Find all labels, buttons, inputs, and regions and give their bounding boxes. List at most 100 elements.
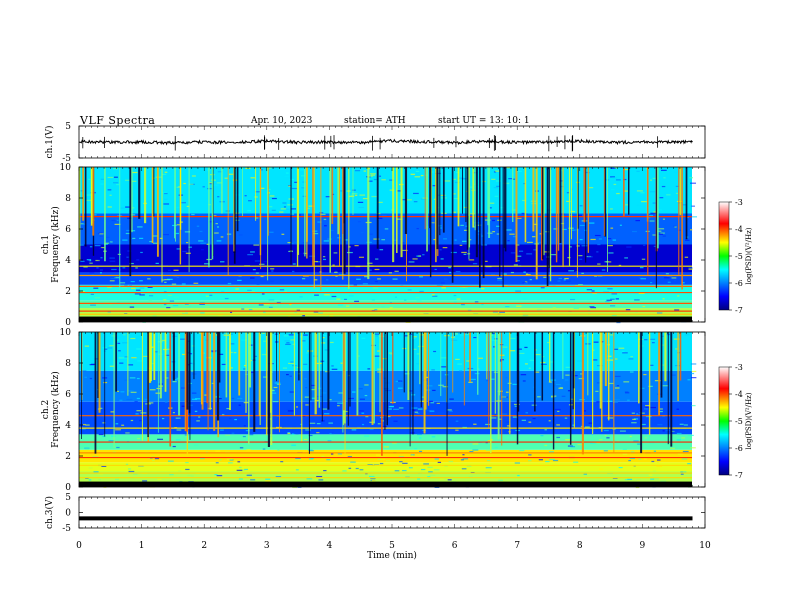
- spectrogram-speckle: [567, 218, 574, 220]
- x-tick-label: 9: [640, 541, 646, 551]
- spectrogram-speckle: [603, 450, 608, 452]
- spectrogram-speckle: [164, 192, 168, 195]
- spectrogram-speckle: [377, 278, 381, 280]
- spectrogram-speckle: [421, 468, 426, 471]
- spectrogram-speckle: [658, 228, 665, 230]
- spectrogram-speckle: [540, 435, 544, 437]
- spectrogram-speckle: [109, 345, 114, 347]
- spectrogram-speckle: [191, 398, 198, 400]
- spectrogram-speckle: [645, 404, 651, 407]
- spectrogram-speckle: [516, 170, 522, 172]
- spectrogram-speckle: [490, 417, 497, 419]
- spectrogram-speckle: [556, 384, 561, 386]
- spectrogram-speckle: [375, 335, 379, 337]
- spectrogram-speckle: [254, 191, 261, 193]
- spectrogram-speckle: [635, 486, 640, 489]
- spectrogram-speckle: [416, 227, 419, 230]
- spectrogram-speckle: [463, 229, 469, 231]
- spectrogram-speckle: [163, 377, 166, 380]
- spectrogram-speckle: [603, 429, 609, 432]
- spectrogram-speckle: [521, 419, 526, 421]
- spectrogram-speckle: [540, 287, 545, 289]
- spectrogram-speckle: [287, 410, 294, 412]
- spectrogram-speckle: [448, 460, 454, 463]
- spectrogram-speckle: [130, 419, 134, 422]
- spectrogram-speckle: [187, 474, 192, 477]
- spectrogram-speckle: [199, 230, 203, 233]
- spectrogram-speckle: [294, 181, 298, 183]
- spectrogram-speckle: [387, 468, 394, 471]
- spectrogram-speckle: [663, 177, 666, 179]
- spectrogram-speckle: [358, 388, 363, 390]
- spectrogram-speckle: [90, 304, 96, 306]
- spectrogram-speckle: [124, 356, 129, 358]
- spectrogram-speckle: [497, 279, 503, 281]
- spectrogram-speckle: [577, 360, 583, 362]
- spectrogram-speckle: [243, 425, 246, 427]
- spectrogram-speckle: [644, 339, 648, 341]
- spectrogram-speckle: [610, 208, 613, 210]
- spectrogram-speckle: [128, 468, 132, 470]
- spectrogram-speckle: [468, 186, 473, 188]
- spectrogram-speckle: [218, 192, 222, 194]
- spectrogram-speckle: [358, 256, 364, 258]
- spectrogram-speckle: [417, 478, 421, 480]
- spectrogram-speckle: [164, 281, 167, 283]
- spectrogram-speckle: [316, 432, 320, 434]
- spectrogram-speckle: [109, 257, 115, 259]
- spectrogram-speckle: [638, 292, 645, 294]
- spectrogram-speckle: [592, 292, 598, 294]
- spectrogram-speckle: [381, 306, 385, 308]
- spectrogram-speckle: [691, 216, 698, 218]
- spectrogram-speckle: [507, 240, 510, 242]
- spectrogram-speckle: [109, 260, 116, 262]
- spectrogram-speckle: [101, 465, 107, 467]
- spectrogram-speckle: [262, 448, 266, 450]
- spectrogram-speckle: [491, 178, 496, 180]
- spectrogram-speckle: [247, 254, 254, 256]
- spectrogram-speckle: [287, 432, 291, 435]
- spectrogram-speckle: [375, 258, 379, 260]
- spectrogram-speckle: [690, 363, 697, 365]
- spectrogram-speckle: [498, 479, 503, 482]
- spectrogram-speckle: [630, 356, 633, 358]
- spectrogram-speckle: [164, 401, 168, 403]
- spectrogram-speckle: [460, 224, 464, 226]
- spectrogram-speckle: [468, 259, 475, 261]
- spectrogram-speckle: [318, 479, 324, 481]
- spectrogram-speckle: [99, 272, 102, 274]
- spectrogram-speckle: [449, 271, 452, 274]
- spectrogram-speckle: [458, 177, 464, 179]
- spectrogram-speckle: [99, 235, 103, 237]
- spectrogram-speckle: [274, 437, 277, 440]
- spectrogram-speckle: [461, 251, 467, 254]
- spectrogram-speckle: [115, 429, 121, 431]
- station-label: station= ATH: [344, 116, 406, 126]
- spectrogram-speckle: [662, 430, 665, 432]
- spectrogram-speckle: [136, 259, 140, 261]
- spectrogram-speckle: [653, 245, 656, 247]
- spectrogram-speckle: [331, 432, 334, 434]
- spectrogram-speckle: [175, 417, 181, 419]
- spectrogram-speckle: [519, 312, 523, 314]
- spectrogram-speckle: [486, 460, 491, 462]
- spectrogram-speckle: [172, 379, 178, 381]
- spectrogram-speckle: [408, 390, 413, 392]
- spectrogram-speckle: [455, 420, 459, 422]
- spectrogram-speckle: [389, 302, 392, 304]
- spectrogram-speckle: [682, 204, 687, 206]
- spectrogram-speckle: [445, 401, 451, 403]
- spectrogram-speckle: [662, 298, 665, 300]
- spectrogram-speckle: [485, 260, 488, 262]
- spectrogram-speckle: [370, 173, 376, 175]
- spectrogram-speckle: [440, 258, 444, 260]
- spectrogram-speckle: [614, 167, 618, 169]
- spectrogram-speckle: [125, 463, 129, 465]
- spectrogram-speckle: [186, 205, 190, 208]
- spectrogram-speckle: [325, 279, 329, 281]
- spectrogram-speckle: [660, 344, 664, 346]
- spectrogram-speckle: [656, 465, 662, 467]
- spectrogram-speckle: [224, 177, 228, 179]
- spectrogram-speckle: [497, 390, 503, 392]
- spectrogram-speckle: [116, 183, 120, 186]
